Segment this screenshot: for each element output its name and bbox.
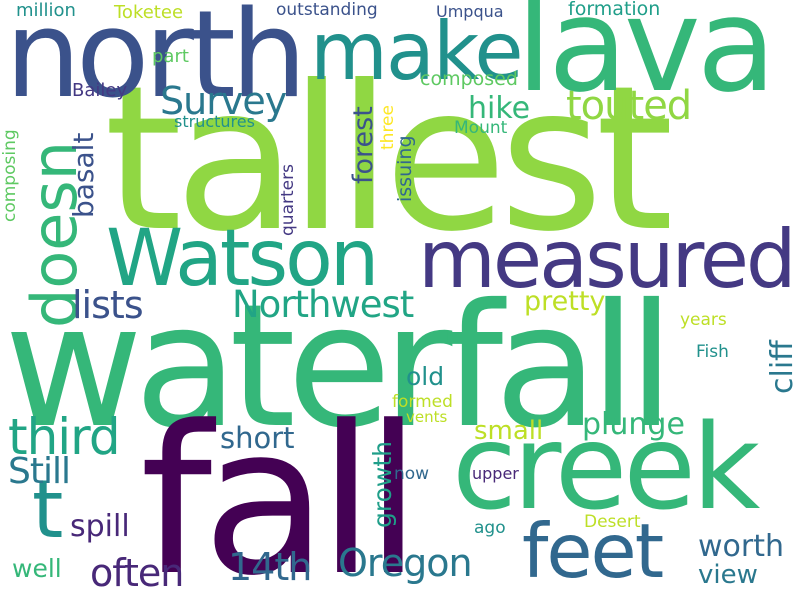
word-bailey: Bailey bbox=[72, 80, 128, 101]
word-measured: measured bbox=[418, 213, 797, 306]
word-cliff: cliff bbox=[765, 340, 800, 394]
word-plunge: plunge bbox=[582, 407, 685, 442]
word-small: small bbox=[474, 416, 544, 446]
word-northwest: Northwest bbox=[232, 283, 414, 326]
word-feet: feet bbox=[522, 507, 664, 595]
word-t: t bbox=[32, 463, 64, 556]
word-part: part bbox=[152, 46, 189, 67]
word-upper: upper bbox=[472, 464, 519, 483]
word-hike: hike bbox=[468, 91, 531, 126]
word-formation: formation bbox=[568, 0, 661, 20]
word-desert: Desert bbox=[584, 512, 641, 532]
word-forest: forest bbox=[348, 106, 379, 184]
word-view: view bbox=[698, 560, 758, 590]
word-toketee: Toketee bbox=[114, 2, 184, 23]
word-growth: growth bbox=[368, 441, 397, 528]
word-million: million bbox=[16, 0, 76, 21]
word-survey: Survey bbox=[160, 79, 287, 123]
word-umpqua: Umpqua bbox=[436, 2, 504, 21]
word-structures: structures bbox=[174, 112, 255, 131]
word-waterfall: waterfall bbox=[4, 268, 675, 466]
word-touted: touted bbox=[566, 83, 692, 129]
word-third: third bbox=[8, 408, 121, 466]
word-issuing: issuing bbox=[394, 135, 416, 203]
word-creek: creek bbox=[452, 398, 760, 536]
word-ago: ago bbox=[474, 518, 506, 538]
word-fall: fall bbox=[140, 383, 422, 600]
word-vents: vents bbox=[406, 408, 448, 426]
word-watson: Watson bbox=[106, 214, 379, 304]
word-years: years bbox=[680, 310, 727, 330]
word-spill: spill bbox=[70, 509, 130, 544]
word-fish: Fish bbox=[696, 342, 729, 362]
word-old: old bbox=[406, 362, 445, 391]
word-quarters: quarters bbox=[278, 164, 298, 236]
word-often: often bbox=[90, 551, 184, 595]
word-tallest: tallest bbox=[104, 43, 674, 276]
word-short: short bbox=[220, 421, 295, 455]
word-worth: worth bbox=[698, 529, 785, 564]
word-oregon: Oregon bbox=[338, 541, 473, 585]
word-still: Still bbox=[8, 451, 71, 492]
word-lava: lava bbox=[516, 0, 776, 121]
word-composing: composing bbox=[0, 129, 20, 222]
word-mount: Mount bbox=[454, 118, 508, 138]
word-now: now bbox=[394, 464, 430, 484]
word-well: well bbox=[12, 554, 62, 583]
word-pretty: pretty bbox=[524, 286, 606, 317]
word-formed: formed bbox=[392, 392, 453, 412]
word-14th: 14th bbox=[228, 545, 312, 589]
word-composed: composed bbox=[420, 68, 518, 90]
word-north: north bbox=[5, 0, 307, 125]
word-lists: lists bbox=[72, 283, 144, 327]
word-basalt: basalt bbox=[67, 132, 100, 218]
word-outstanding: outstanding bbox=[276, 0, 378, 20]
word-make: make bbox=[310, 5, 524, 98]
